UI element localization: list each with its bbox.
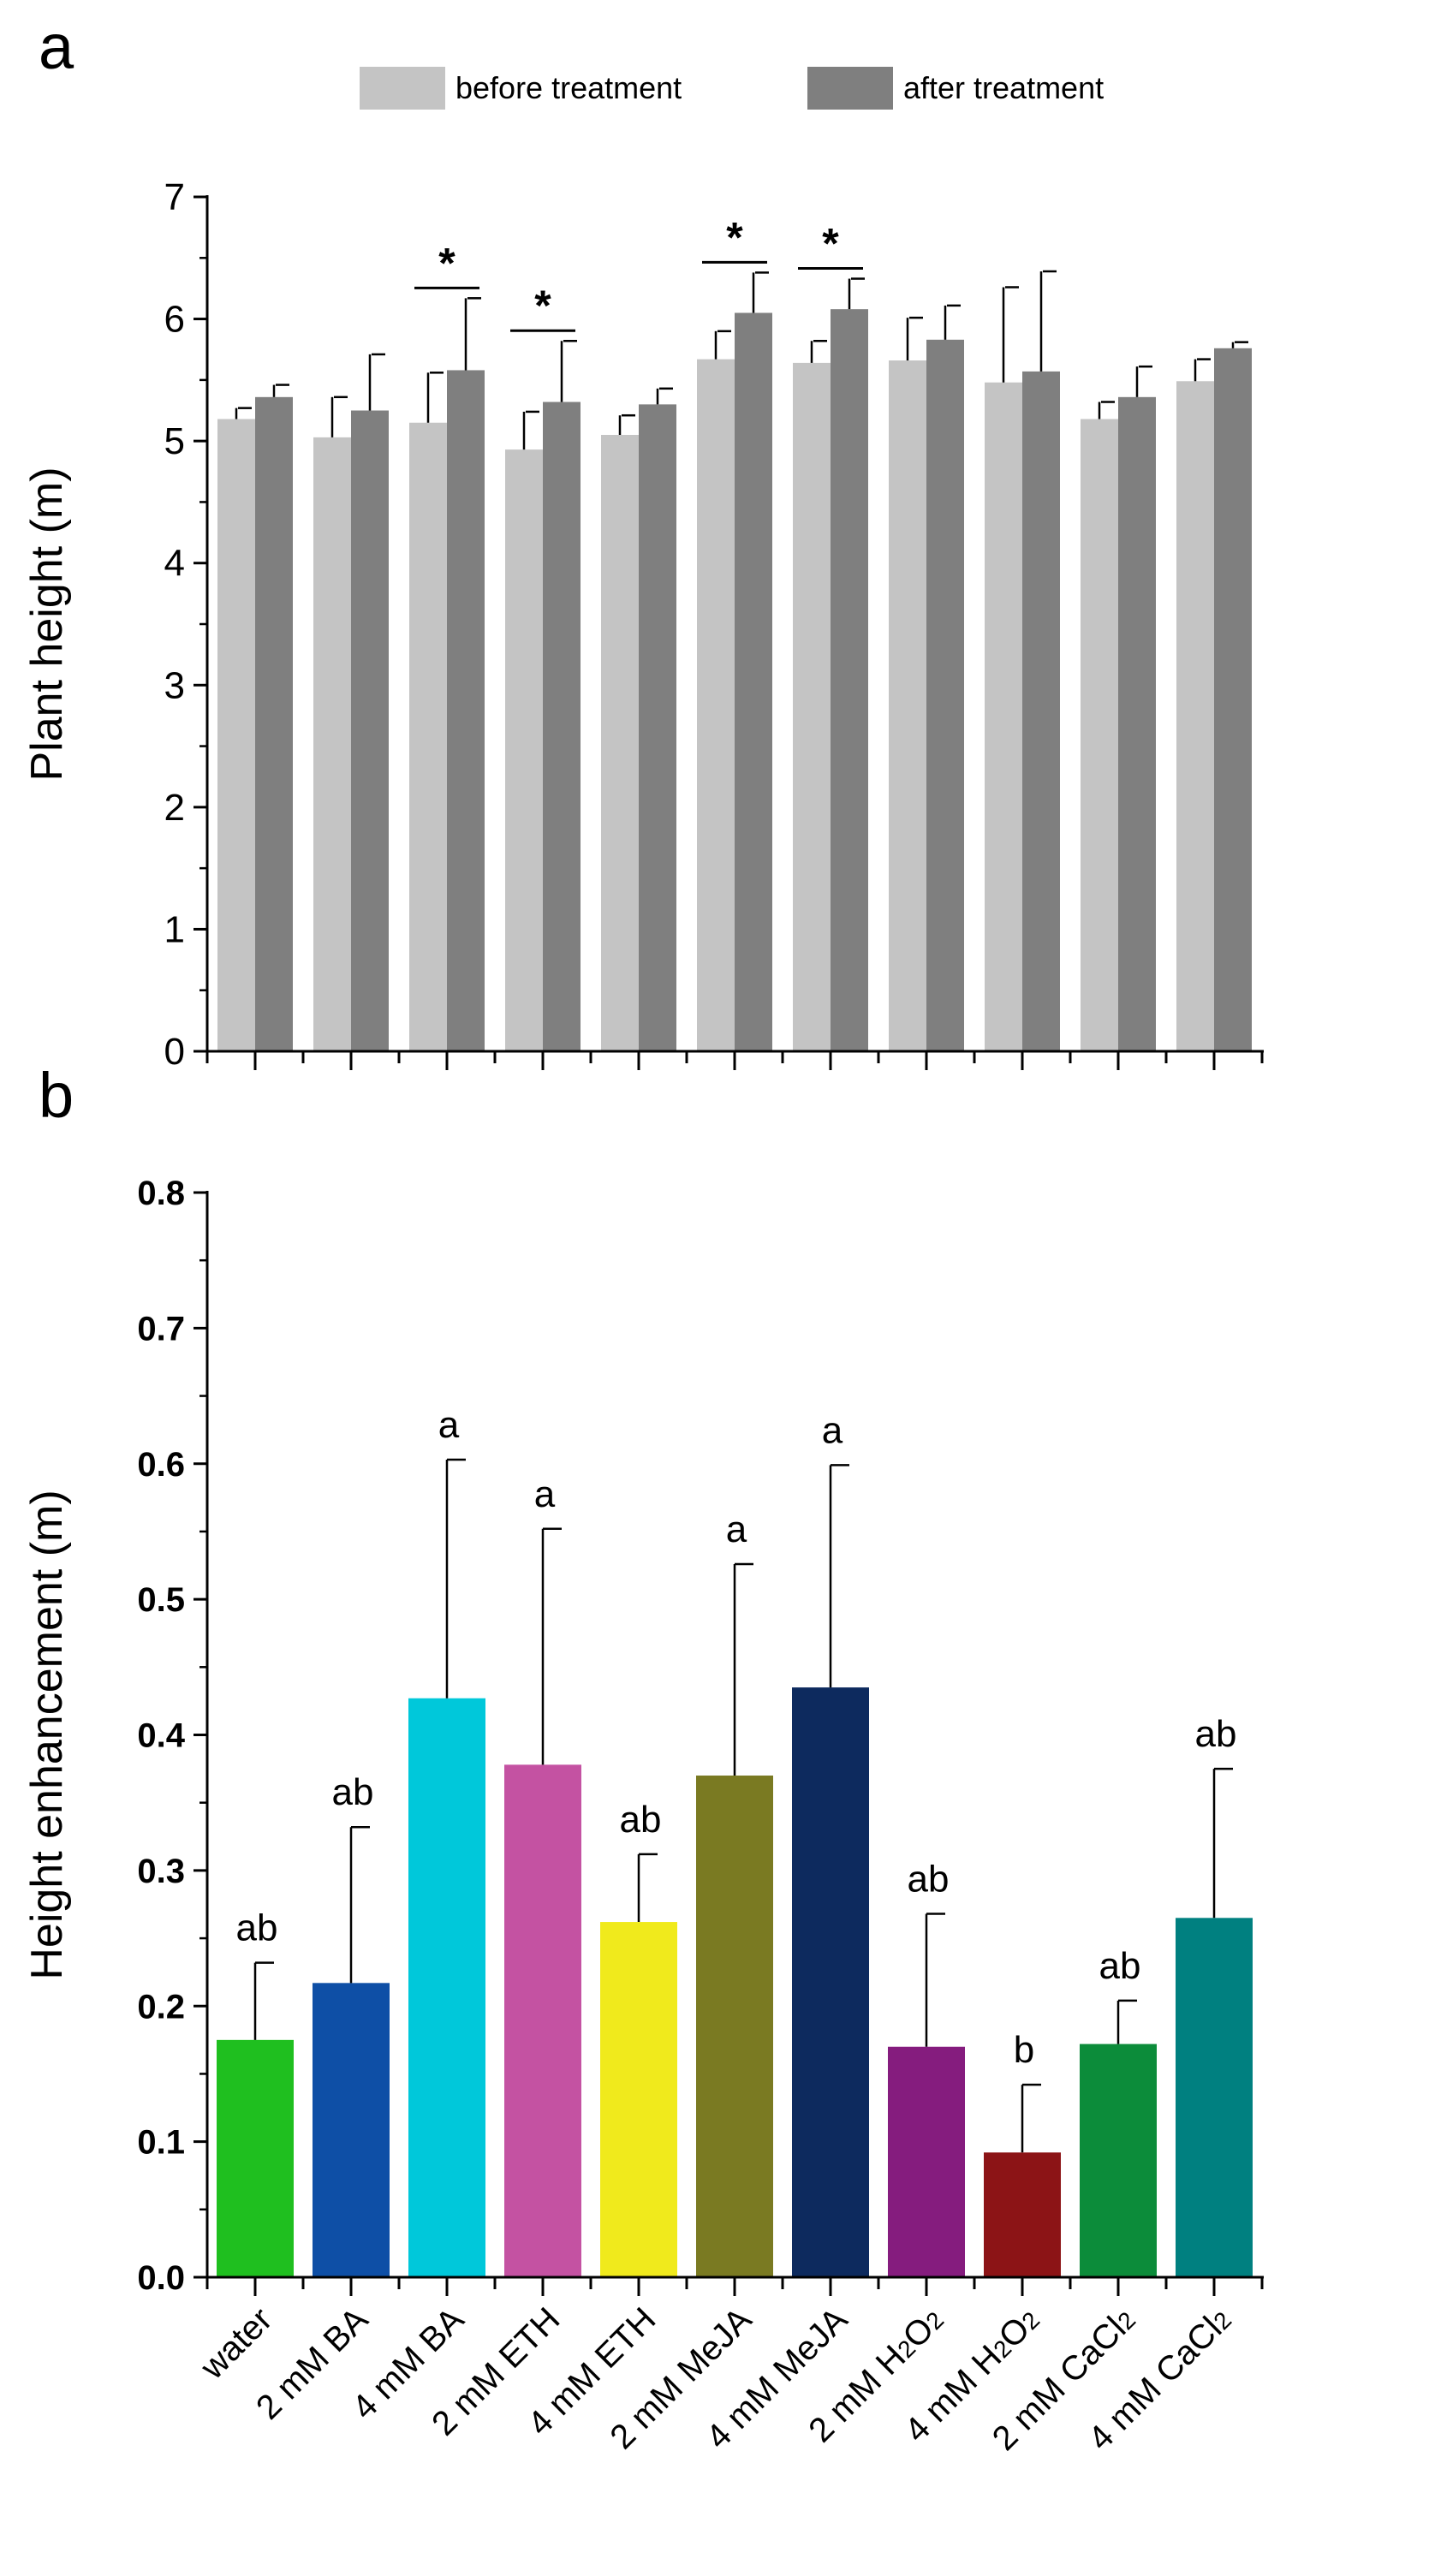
- bar: [600, 1922, 677, 2277]
- chart-panel-a: before treatment after treatment * * * * 0 1 2 3 4…: [22, 67, 1264, 1073]
- y-tick-label: 1: [164, 908, 185, 950]
- bar: [1022, 371, 1060, 1051]
- bar: [792, 1687, 869, 2277]
- legend-label: before treatment: [455, 70, 682, 105]
- legend-swatch: [360, 67, 445, 110]
- bar: [505, 449, 543, 1051]
- bar: [888, 2046, 965, 2277]
- bar: [255, 396, 293, 1051]
- bar: [409, 422, 447, 1051]
- bar: [351, 410, 389, 1051]
- significance-star: *: [822, 220, 839, 268]
- bar: [1081, 419, 1118, 1052]
- significance-letter: a: [534, 1473, 556, 1515]
- significance-letter: ab: [908, 1859, 950, 1901]
- bar: [217, 419, 255, 1052]
- x-category-label: water: [193, 2300, 279, 2387]
- y-tick-label: 0: [164, 1031, 185, 1073]
- bar: [1080, 2044, 1157, 2277]
- significance-letter: ab: [236, 1907, 278, 1949]
- bar: [408, 1698, 485, 2277]
- y-tick-label: 5: [164, 420, 185, 462]
- bar: [639, 404, 676, 1051]
- bar: [543, 402, 581, 1051]
- bar: [313, 1983, 390, 2277]
- y-tick-label: 0.6: [137, 1446, 185, 1484]
- bar: [697, 359, 735, 1051]
- significance-letter: ab: [1099, 1945, 1141, 1987]
- bar: [217, 2039, 294, 2277]
- y-tick-label: 2: [164, 787, 185, 829]
- panel-b-label: b: [39, 1060, 74, 1131]
- bar: [601, 435, 639, 1051]
- legend-swatch: [807, 67, 893, 110]
- significance-letter: a: [822, 1409, 843, 1451]
- y-tick-label: 0.8: [137, 1175, 185, 1212]
- significance-letter: a: [438, 1404, 460, 1446]
- significance-letter: a: [726, 1508, 747, 1550]
- bar: [504, 1764, 581, 2277]
- bar: [735, 312, 772, 1051]
- bar: [1176, 1918, 1253, 2277]
- panel-a-label: a: [39, 11, 74, 82]
- bar: [313, 437, 351, 1051]
- significance-star: *: [726, 213, 743, 261]
- y-tick-label: 3: [164, 664, 185, 706]
- bar: [696, 1776, 773, 2277]
- bar: [984, 2152, 1061, 2277]
- bar: [926, 339, 964, 1051]
- bar: [793, 362, 831, 1051]
- significance-star: *: [438, 239, 455, 287]
- chart-panel-b: ab ab a a ab a a ab b ab ab 0.0 0.1 0.2 0.3 0.4 0.5 0.6 0.…: [22, 1175, 1264, 2458]
- legend-label: after treatment: [903, 70, 1104, 105]
- y-axis-title: Height enhancement (m): [22, 1490, 72, 1979]
- significance-letter: ab: [332, 1771, 374, 1813]
- significance-letter: ab: [620, 1799, 662, 1841]
- bar: [1214, 348, 1252, 1051]
- y-tick-label: 0.1: [137, 2124, 185, 2162]
- y-tick-label: 0.3: [137, 1853, 185, 1890]
- y-tick-label: 0.2: [137, 1988, 185, 2026]
- significance-letter: ab: [1195, 1713, 1237, 1755]
- bar: [1118, 396, 1156, 1051]
- y-tick-label: 6: [164, 299, 185, 341]
- y-tick-label: 7: [164, 176, 185, 218]
- bar: [985, 382, 1022, 1051]
- bar: [889, 360, 926, 1051]
- bar: [447, 370, 485, 1051]
- y-tick-label: 4: [164, 543, 185, 585]
- bar: [831, 309, 868, 1051]
- significance-star: *: [534, 282, 551, 330]
- significance-letter: b: [1014, 2029, 1034, 2071]
- y-axis-title: Plant height (m): [22, 467, 72, 781]
- y-tick-label: 0.7: [137, 1310, 185, 1347]
- y-tick-label: 0.0: [137, 2259, 185, 2297]
- y-tick-label: 0.4: [137, 1717, 185, 1755]
- bar: [1176, 381, 1214, 1052]
- y-tick-label: 0.5: [137, 1581, 185, 1619]
